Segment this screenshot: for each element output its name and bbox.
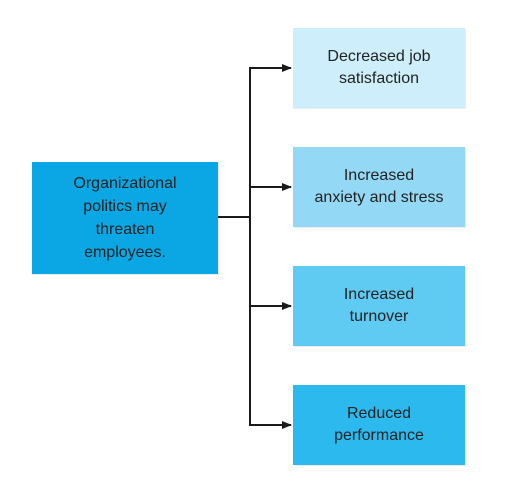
source-box: Organizational politics may threaten emp… xyxy=(32,162,218,274)
outcome-box-turnover: Increased turnover xyxy=(293,266,465,346)
outcome-box-performance: Reduced performance xyxy=(293,385,465,465)
outcome-box-anxiety-stress: Increased anxiety and stress xyxy=(293,147,465,227)
outcome-box-job-satisfaction: Decreased job satisfaction xyxy=(293,28,465,108)
